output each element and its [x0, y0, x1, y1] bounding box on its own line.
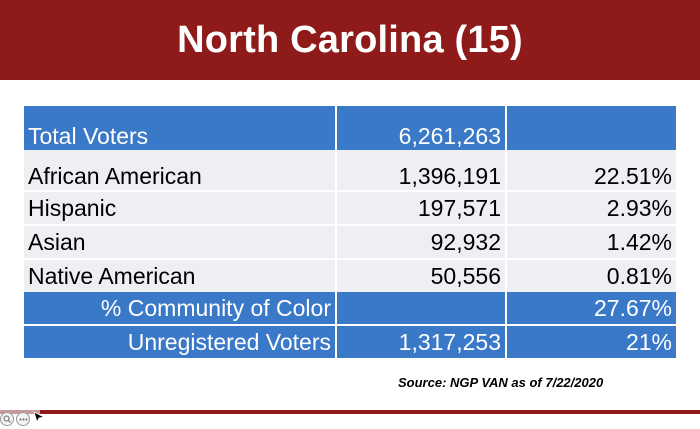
slide-controls: [0, 410, 46, 428]
table-row-unregistered: Unregistered Voters 1,317,253 21%: [24, 326, 676, 358]
community-count: [336, 292, 507, 324]
source-note: Source: NGP VAN as of 7/22/2020: [398, 375, 604, 390]
voter-table: Total Voters 6,261,263 African American …: [24, 106, 676, 358]
zoom-icon[interactable]: [0, 412, 14, 426]
more-icon[interactable]: [16, 412, 30, 426]
slide-title: North Carolina (15): [177, 18, 523, 61]
total-count: 6,261,263: [336, 106, 507, 150]
cursor-icon: [32, 410, 46, 429]
table-row: African American 1,396,191 22.51%: [24, 150, 676, 190]
row-pct: 22.51%: [506, 150, 676, 190]
row-label: Asian: [24, 226, 337, 258]
community-pct: 27.67%: [506, 292, 676, 324]
unregistered-label: Unregistered Voters: [24, 326, 337, 358]
table-row-community: % Community of Color 27.67%: [24, 292, 676, 324]
row-count: 50,556: [336, 260, 507, 292]
unregistered-pct: 21%: [506, 326, 676, 358]
bottom-bar: [40, 410, 700, 414]
row-count: 1,396,191: [336, 150, 507, 190]
table-row: Native American 50,556 0.81%: [24, 260, 676, 292]
row-label: African American: [24, 150, 337, 190]
table-row: Hispanic 197,571 2.93%: [24, 192, 676, 224]
community-label: % Community of Color: [24, 292, 337, 324]
row-pct: 2.93%: [506, 192, 676, 224]
row-pct: 0.81%: [506, 260, 676, 292]
table-row-total: Total Voters 6,261,263: [24, 106, 676, 150]
row-label: Native American: [24, 260, 337, 292]
row-label: Hispanic: [24, 192, 337, 224]
title-banner: North Carolina (15): [0, 0, 700, 80]
total-label: Total Voters: [24, 106, 337, 150]
total-pct: [506, 106, 676, 150]
row-count: 197,571: [336, 192, 507, 224]
row-count: 92,932: [336, 226, 507, 258]
unregistered-count: 1,317,253: [336, 326, 507, 358]
table-row: Asian 92,932 1.42%: [24, 226, 676, 258]
row-pct: 1.42%: [506, 226, 676, 258]
